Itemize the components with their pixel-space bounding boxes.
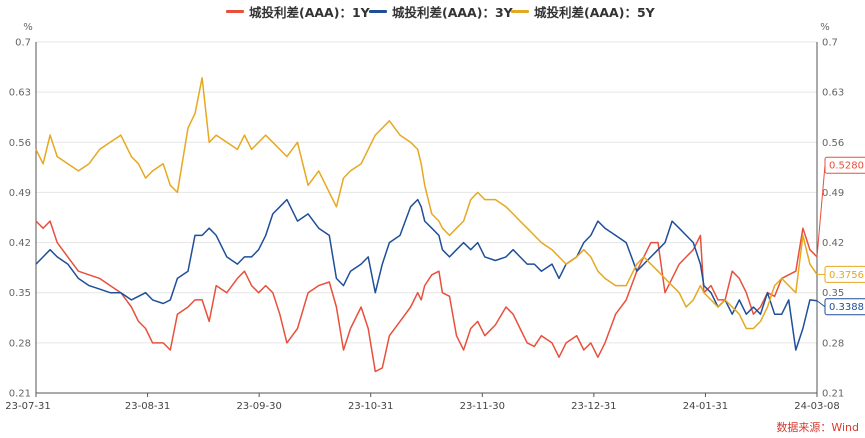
legend-item-3y[interactable]: 城投利差(AAA)：3Y [369, 1, 513, 21]
x-tick-label: 23-12-31 [571, 401, 616, 412]
legend-item-5y[interactable]: 城投利差(AAA)：5Y [511, 1, 655, 21]
grid-lines [36, 41, 817, 394]
y-tick-label-right: 0.42 [822, 238, 844, 249]
y-tick-label-right: 0.7 [822, 38, 838, 49]
x-tick-label: 24-03-08 [794, 401, 839, 412]
y-tick-label-left: 0.49 [9, 188, 31, 199]
y-tick-label-right: 0.63 [822, 88, 844, 99]
y-tick-label-left: 0.28 [9, 338, 31, 349]
series-line-3 [35, 77, 818, 330]
y-tick-label-right: 0.35 [822, 288, 844, 299]
series-line-1 [35, 220, 818, 373]
x-tick-label: 24-01-31 [683, 401, 728, 412]
y-tick-label-left: 0.56 [9, 138, 31, 149]
y-unit-right: % [820, 22, 830, 33]
legend-swatch-1y [226, 9, 244, 13]
series-lines [35, 77, 818, 373]
legend: 城投利差(AAA)：1Y 城投利差(AAA)：3Y 城投利差(AAA)：5Y [0, 1, 865, 21]
y-unit-left: % [23, 22, 33, 33]
x-tick-label: 23-07-31 [5, 401, 50, 412]
y-tick-label-left: 0.7 [15, 38, 31, 49]
legend-item-1y[interactable]: 城投利差(AAA)：1Y [226, 1, 370, 21]
end-label-value: 0.3388 [829, 302, 864, 313]
y-tick-label-right: 0.56 [822, 138, 844, 149]
end-label-value: 0.3756 [829, 270, 864, 281]
y-tick-label-left: 0.21 [9, 389, 31, 400]
y-tick-label-left: 0.42 [9, 238, 31, 249]
end-label-box [824, 156, 865, 174]
y-tick-label-left: 0.35 [9, 288, 31, 299]
legend-label-5y: 城投利差(AAA)：5Y [534, 4, 655, 20]
legend-swatch-5y [511, 9, 529, 13]
y-tick-label-right: 0.28 [822, 338, 844, 349]
y-tick-label-right: 0.49 [822, 188, 844, 199]
y-tick-label-right: 0.21 [822, 389, 844, 400]
legend-label-1y: 城投利差(AAA)：1Y [249, 4, 370, 20]
end-label-box [824, 298, 865, 316]
end-label-value: 0.5280 [829, 161, 864, 172]
legend-swatch-3y [369, 9, 387, 13]
series-line-2 [35, 198, 818, 351]
source-note: 数据来源：Wind [776, 421, 859, 434]
end-label-leader [816, 300, 826, 308]
x-tick-label: 23-08-31 [125, 401, 170, 412]
x-tick-label: 23-11-30 [460, 401, 505, 412]
end-label-box [824, 265, 865, 283]
y-tick-label-left: 0.63 [9, 88, 31, 99]
legend-label-3y: 城投利差(AAA)：3Y [392, 4, 513, 20]
x-tick-label: 23-09-30 [236, 401, 281, 412]
axes: 0.21 0.21 0.28 0.28 0.35 0.35 0.42 0.42 0.49 0.49… [5, 22, 844, 412]
x-tick-label: 23-10-31 [348, 401, 393, 412]
end-labels: 0.5280 0.3388 0.3756 [816, 156, 865, 316]
end-label-leader [816, 165, 826, 257]
